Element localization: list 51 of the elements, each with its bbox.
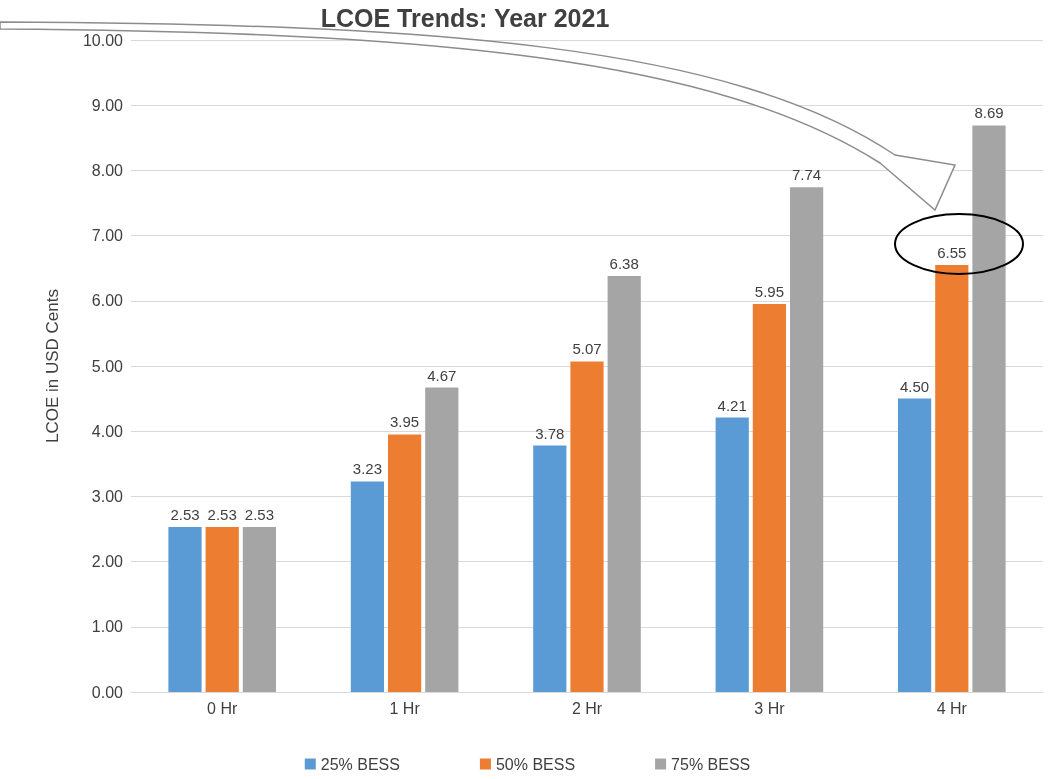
data-label: 2.53	[170, 506, 200, 524]
y-tick-label: 7.00	[91, 227, 124, 245]
bar	[972, 125, 1006, 692]
legend-label: 50% BESS	[495, 755, 576, 773]
chart-title: LCOE Trends: Year 2021	[320, 3, 610, 32]
data-label: 5.95	[754, 283, 784, 301]
data-label: 3.78	[535, 424, 565, 442]
y-tick-label: 4.00	[91, 422, 124, 440]
bar	[752, 304, 787, 692]
data-label: 5.07	[572, 340, 602, 358]
y-tick-label: 3.00	[91, 487, 124, 505]
bar	[533, 445, 567, 692]
bar	[350, 481, 385, 692]
bar	[935, 264, 969, 692]
bar	[607, 276, 641, 692]
legend-label: 25% BESS	[320, 755, 400, 773]
data-label: 4.21	[717, 396, 747, 414]
data-label: 4.67	[427, 366, 457, 384]
y-tick-label: 10.00	[82, 31, 124, 49]
y-tick-label: 2.00	[91, 553, 124, 571]
bar	[242, 527, 277, 692]
bar	[789, 187, 824, 692]
data-label: 6.38	[609, 255, 639, 273]
y-tick-label: 1.00	[91, 618, 124, 636]
data-label: 3.95	[390, 413, 420, 431]
bar	[570, 361, 604, 692]
data-label: 2.53	[207, 506, 237, 524]
bar	[168, 527, 202, 692]
legend-label: 75% BESS	[671, 755, 751, 773]
y-tick-label: 5.00	[91, 357, 124, 375]
bar	[897, 398, 932, 692]
y-tick-label: 9.00	[91, 96, 124, 114]
y-axis-title: LCOE in USD Cents	[43, 289, 62, 443]
x-tick-label: 2 Hr	[571, 699, 603, 717]
bar	[205, 527, 239, 692]
data-label: 2.53	[244, 506, 274, 524]
bar	[387, 434, 422, 692]
y-tick-label: 6.00	[91, 292, 124, 310]
data-label: 3.23	[352, 460, 382, 478]
bar	[715, 417, 749, 692]
data-label: 7.74	[792, 166, 822, 184]
x-tick-label: 0 Hr	[207, 699, 238, 717]
data-label: 4.50	[900, 377, 930, 395]
x-tick-label: 3 Hr	[754, 699, 786, 717]
x-tick-label: 1 Hr	[389, 699, 421, 717]
bar	[425, 387, 459, 692]
x-tick-label: 4 Hr	[936, 699, 968, 717]
y-tick-label: 8.00	[91, 161, 124, 179]
data-label: 8.69	[974, 104, 1004, 122]
y-tick-label: 0.00	[91, 683, 124, 701]
data-label: 6.55	[937, 243, 967, 261]
